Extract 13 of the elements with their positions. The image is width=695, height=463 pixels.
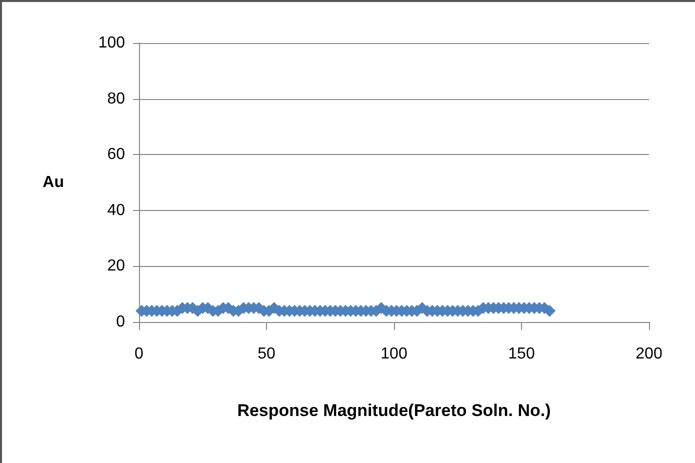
x-tick-label: 100 — [380, 346, 408, 362]
y-tick-label: 100 — [98, 34, 126, 52]
y-tick-label: 0 — [116, 314, 126, 330]
x-tick-label: 150 — [508, 346, 535, 362]
x-tick-label: 50 — [258, 346, 276, 362]
y-tick-label: 80 — [107, 90, 126, 108]
x-axis-title: Response Magnitude(Pareto Soln. No.) — [237, 401, 551, 420]
x-tick-label: 200 — [636, 346, 662, 362]
y-tick-label: 60 — [107, 146, 126, 164]
y-tick-label: 20 — [107, 258, 126, 275]
y-axis-title: Au — [42, 174, 64, 191]
x-tick-label: 0 — [134, 346, 144, 362]
y-tick-label: 40 — [107, 202, 126, 219]
